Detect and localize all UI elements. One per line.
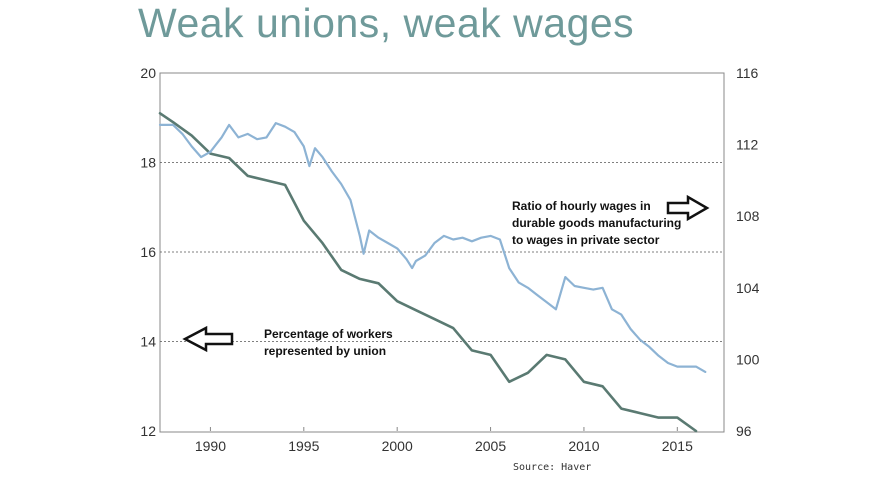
- left-axis-tick-label: 20: [140, 65, 156, 81]
- union-series-label-line-2: represented by union: [264, 344, 386, 358]
- x-axis-tick-label: 2000: [382, 438, 413, 454]
- union-series-label-line-1: Percentage of workers: [264, 327, 393, 341]
- source-note: Source: Haver: [513, 462, 591, 473]
- x-axis-tick-label: 2005: [475, 438, 506, 454]
- left-axis-tick-label: 12: [140, 423, 156, 439]
- gridlines: [160, 162, 724, 342]
- right-arrow-icon: [666, 194, 710, 222]
- right-axis-tick-label: 96: [736, 423, 752, 439]
- left-axis-tick-label: 14: [140, 334, 156, 350]
- wage-series-label-line-2: durable goods manufacturing: [512, 216, 681, 230]
- axis-labels: 12 14 16 18 20 96 100 104 108 112 116 1990 1995 2000 2…: [140, 65, 759, 454]
- left-axis-tick-label: 18: [140, 155, 156, 171]
- left-axis-tick-label: 16: [140, 244, 156, 260]
- wage-series-label-line-1: Ratio of hourly wages in: [512, 199, 651, 213]
- x-axis-tick-label: 1995: [288, 438, 319, 454]
- wage-series-line: [158, 121, 707, 373]
- chart-title: Weak unions, weak wages: [138, 0, 635, 46]
- right-axis-tick-label: 116: [736, 65, 759, 81]
- plot-frame: [159, 72, 725, 433]
- x-axis-tick-label: 1990: [195, 438, 226, 454]
- right-axis-tick-label: 112: [736, 137, 759, 153]
- left-arrow-icon: [182, 325, 234, 353]
- right-axis-tick-label: 104: [736, 280, 760, 296]
- x-axis-tick-label: 2010: [568, 438, 599, 454]
- wage-series-label-line-3: to wages in private sector: [512, 233, 660, 247]
- x-axis-tick-label: 2015: [662, 438, 693, 454]
- right-axis-tick-label: 108: [736, 208, 760, 224]
- series-layer: [158, 112, 707, 433]
- right-axis-tick-label: 100: [736, 351, 760, 367]
- union-series-line: [158, 112, 698, 433]
